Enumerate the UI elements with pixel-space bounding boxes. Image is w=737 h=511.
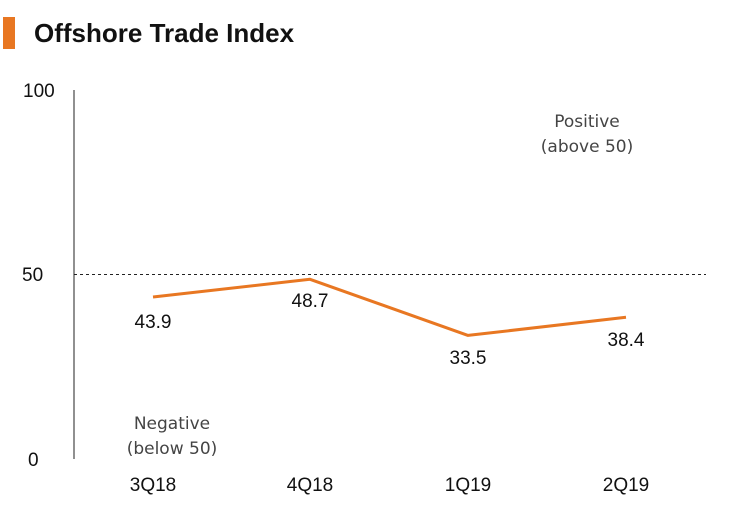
series-line — [152, 277, 627, 337]
data-label-1q19: 33.5 — [450, 348, 487, 369]
data-label-4q18: 48.7 — [292, 291, 329, 312]
y-tick-label: 100 — [23, 81, 55, 102]
data-label-3q18: 43.9 — [135, 312, 172, 333]
y-tick-label: 0 — [28, 450, 39, 471]
negative-note-line2: (below 50) — [127, 439, 218, 459]
positive-note-line1: Positive — [554, 112, 620, 132]
negative-note-line1: Negative — [134, 414, 210, 434]
x-tick-label: 1Q19 — [445, 475, 491, 496]
chart-title: Offshore Trade Index — [34, 18, 295, 48]
y-tick-label: 50 — [22, 265, 43, 286]
data-label-2q19: 38.4 — [608, 330, 645, 351]
x-tick-label: 4Q18 — [287, 475, 333, 496]
positive-note-line2: (above 50) — [541, 137, 633, 157]
x-tick-label: 3Q18 — [130, 475, 176, 496]
title-accent-bar — [3, 17, 15, 49]
x-tick-label: 2Q19 — [603, 475, 649, 496]
